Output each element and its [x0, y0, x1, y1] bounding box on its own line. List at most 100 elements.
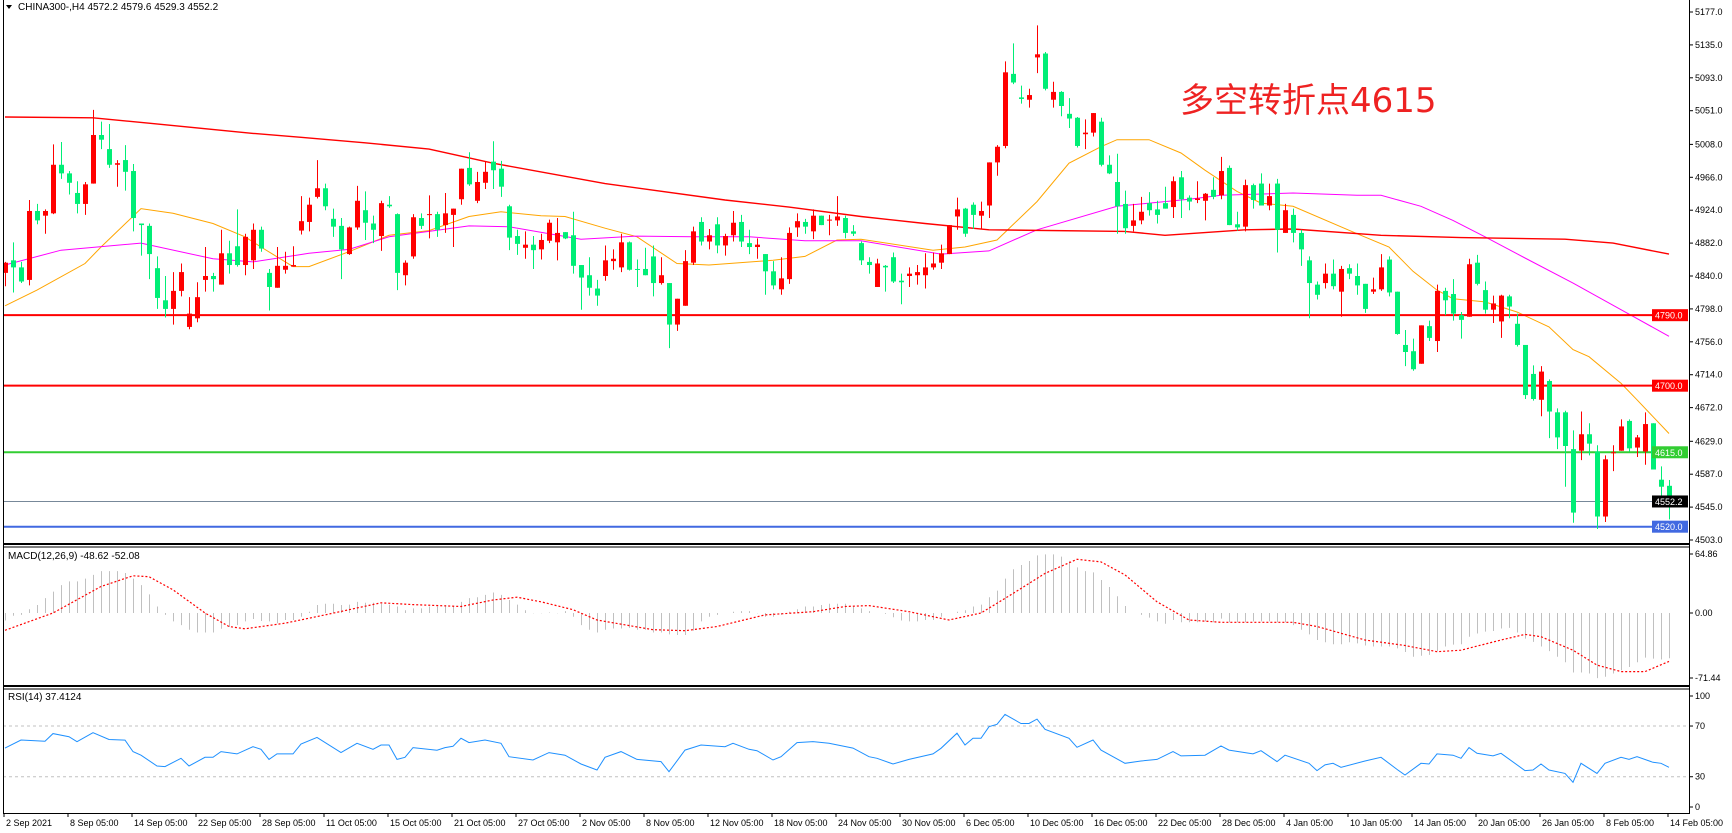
- candle-body: [1179, 177, 1184, 200]
- candle: [1611, 445, 1616, 472]
- candle-body: [75, 192, 80, 204]
- candle-body: [219, 253, 224, 285]
- rsi-panel[interactable]: [3, 713, 1689, 784]
- candle: [387, 196, 392, 208]
- time-tick-label: 14 Feb 05:00: [1670, 818, 1723, 828]
- candle-body: [1379, 267, 1384, 290]
- candle-body: [347, 227, 352, 255]
- candle-body: [195, 297, 200, 319]
- time-tick-label: 18 Nov 05:00: [774, 818, 828, 828]
- price-tick-label: 5135.0: [1695, 40, 1723, 50]
- candle: [1083, 119, 1088, 150]
- candle: [451, 208, 456, 248]
- candle: [523, 231, 528, 259]
- time-tick-label: 8 Feb 05:00: [1606, 818, 1654, 828]
- macd-tick-label: 64.86: [1695, 549, 1718, 559]
- candle: [1643, 412, 1648, 465]
- candle-body: [1499, 295, 1504, 322]
- candle: [339, 218, 344, 280]
- time-tick-label: 22 Dec 05:00: [1158, 818, 1212, 828]
- candle: [75, 181, 80, 214]
- candle: [979, 201, 984, 230]
- candle-body: [947, 225, 952, 255]
- candle-body: [1587, 434, 1592, 444]
- candle: [1339, 265, 1344, 317]
- candle-body: [19, 267, 24, 282]
- candle: [907, 267, 912, 287]
- candle: [99, 121, 104, 150]
- candle: [395, 213, 400, 291]
- candle-body: [395, 214, 400, 273]
- candle: [1219, 156, 1224, 200]
- rsi-tick-label: 30: [1695, 772, 1705, 782]
- candle-body: [1115, 181, 1120, 207]
- candle-body: [339, 225, 344, 250]
- candle: [667, 283, 672, 349]
- macd-panel[interactable]: [4, 554, 1670, 679]
- candle: [155, 256, 160, 309]
- candle-body: [883, 265, 888, 268]
- candle: [1043, 51, 1048, 91]
- candle-body: [1315, 284, 1320, 295]
- candle: [531, 236, 536, 269]
- candle: [123, 145, 128, 191]
- time-tick-label: 6 Dec 05:00: [966, 818, 1015, 828]
- candle-body: [955, 209, 960, 217]
- candle: [883, 265, 888, 292]
- price-tick-label: 4714.0: [1695, 370, 1723, 380]
- candle-body: [235, 246, 240, 266]
- price-tick-label: 5051.0: [1695, 106, 1723, 116]
- candle-body: [1067, 113, 1072, 119]
- time-tick-label: 22 Sep 05:00: [198, 818, 252, 828]
- candle: [419, 213, 424, 230]
- candle: [1563, 410, 1568, 487]
- candle-body: [1339, 268, 1344, 292]
- candle-body: [1235, 224, 1240, 228]
- candle-body: [811, 215, 816, 232]
- candle-body: [1435, 290, 1440, 342]
- candle-body: [275, 265, 280, 288]
- candle: [1475, 254, 1480, 286]
- candle-body: [259, 229, 264, 249]
- candle-body: [51, 164, 56, 214]
- candle-body: [771, 271, 776, 286]
- candle-body: [939, 253, 944, 263]
- candle: [107, 124, 112, 168]
- candle-body: [1059, 91, 1064, 107]
- price-tag: [1652, 379, 1688, 392]
- candle-body: [651, 256, 656, 284]
- price-tick-label: 4924.0: [1695, 205, 1723, 215]
- candle-body: [1035, 54, 1040, 58]
- candle-body: [1131, 220, 1136, 226]
- candle-body: [187, 313, 192, 327]
- price-panel[interactable]: [3, 25, 1689, 530]
- candle-body: [795, 221, 800, 228]
- candle-body: [1291, 214, 1296, 233]
- annotation-text: 多空转折点4615: [1180, 81, 1437, 121]
- rsi-tick-label: 70: [1695, 721, 1705, 731]
- candle-body: [1611, 452, 1616, 454]
- candle-body: [427, 214, 432, 216]
- candle: [1531, 365, 1536, 401]
- triangle-down-icon[interactable]: [6, 5, 12, 9]
- rsi-tick-label: 100: [1695, 691, 1710, 701]
- candle: [1403, 330, 1408, 367]
- candle-body: [555, 232, 560, 243]
- candle: [1187, 195, 1192, 211]
- candle: [779, 257, 784, 295]
- candle-body: [379, 203, 384, 237]
- candle-body: [403, 262, 408, 276]
- candle: [403, 260, 408, 286]
- candle-body: [4, 262, 8, 273]
- time-tick-label: 16 Dec 05:00: [1094, 818, 1148, 828]
- candle-body: [59, 164, 64, 174]
- candle: [1379, 254, 1384, 291]
- candle: [619, 233, 624, 273]
- candle-body: [99, 134, 104, 140]
- candle-body: [571, 235, 576, 266]
- candle: [1003, 61, 1008, 149]
- candle: [1507, 294, 1512, 319]
- candle-body: [827, 219, 832, 221]
- price-tag: [1652, 520, 1688, 533]
